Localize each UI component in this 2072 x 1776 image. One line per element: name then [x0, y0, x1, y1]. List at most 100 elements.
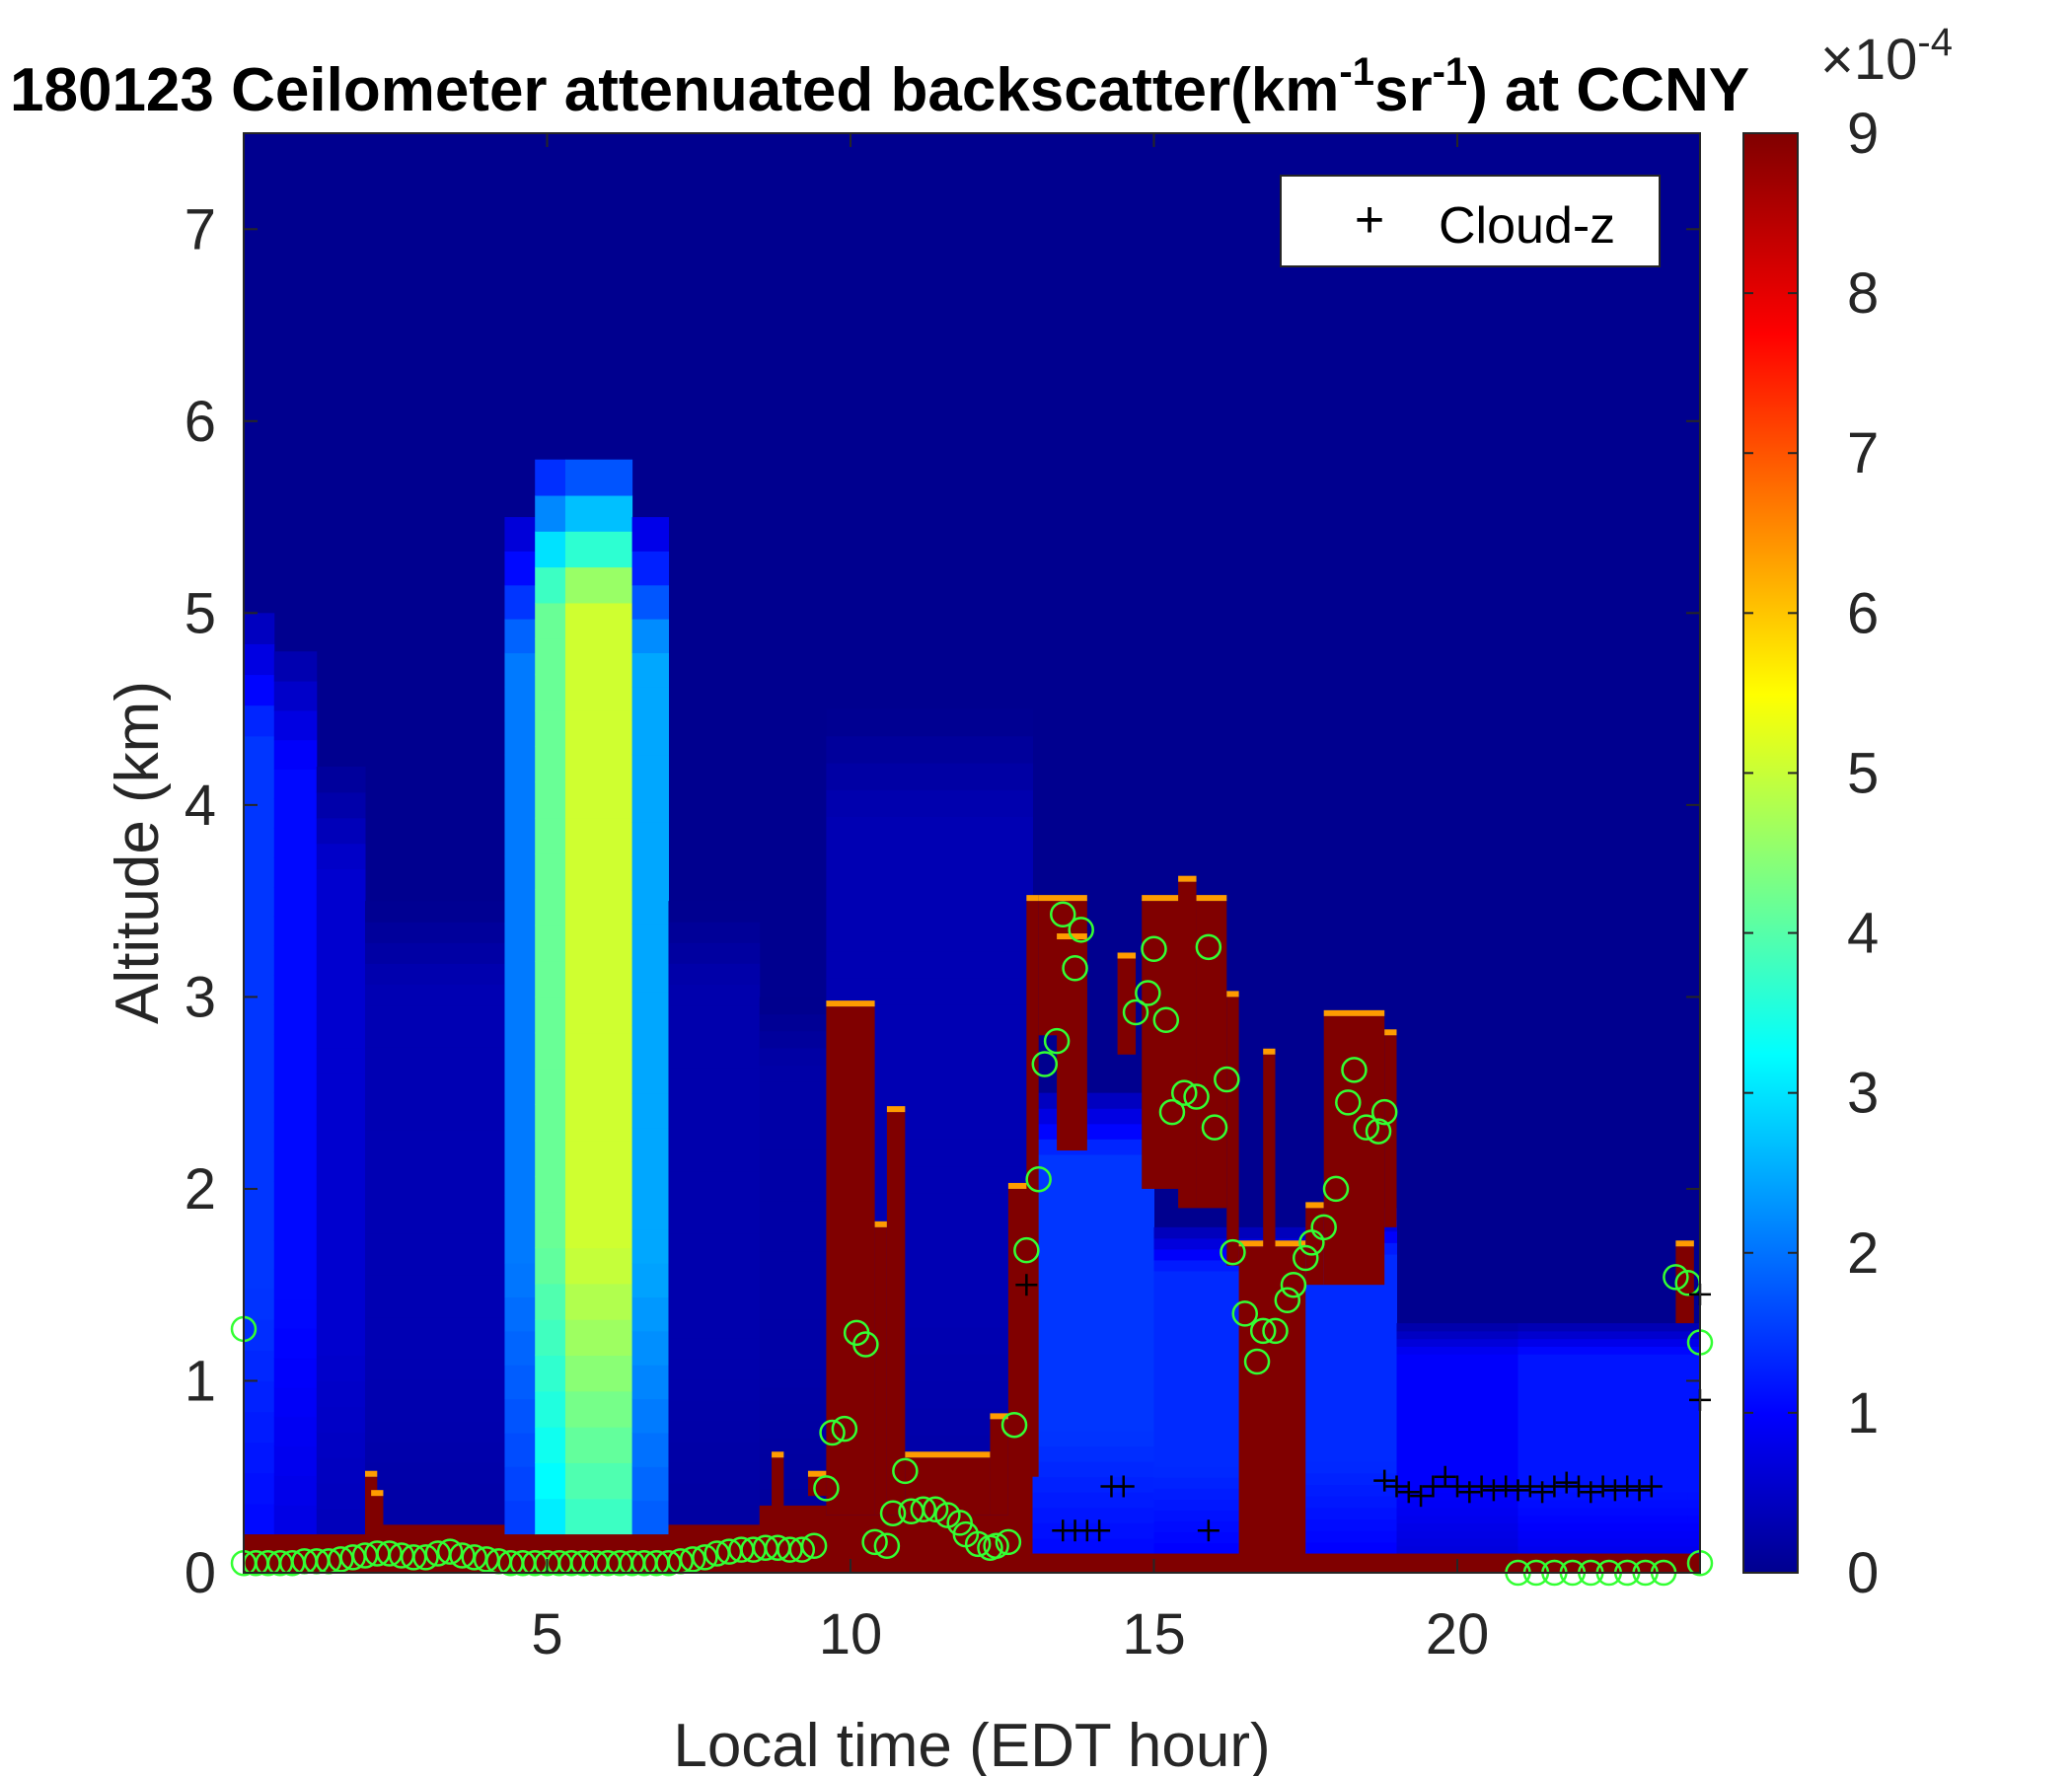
haze-cell	[668, 963, 761, 985]
haze-cell	[504, 652, 536, 688]
haze-cell	[1687, 1369, 1700, 1378]
haze-cell	[668, 1192, 761, 1214]
haze-cell	[244, 1319, 275, 1351]
x-axis-ticks: 5 10 15 20	[531, 133, 1489, 1666]
cloud-return-cell	[371, 1496, 384, 1535]
haze-cell	[273, 857, 318, 888]
haze-cell	[316, 1509, 366, 1535]
haze-cell	[1153, 1531, 1306, 1544]
haze-cell	[1032, 1185, 1154, 1202]
haze-cell	[1153, 1325, 1306, 1337]
cloud-edge-cell	[1675, 1240, 1694, 1247]
cloud-return-cell	[826, 1006, 875, 1516]
haze-cell	[504, 1398, 536, 1434]
haze-cell	[535, 925, 566, 962]
haze-cell	[504, 1263, 536, 1298]
colorbar-exponent-base: ×10	[1820, 28, 1917, 92]
haze-cell	[564, 1175, 633, 1213]
haze-cell	[365, 1108, 505, 1131]
cloud-return-cell	[1196, 901, 1227, 1209]
haze-cell	[244, 1011, 275, 1044]
haze-cell	[535, 889, 566, 926]
haze-cell	[273, 1092, 318, 1123]
haze-cell	[365, 1046, 505, 1069]
pbl-height-marker	[436, 1538, 464, 1565]
haze-cell	[244, 1104, 275, 1136]
marker-layer	[230, 901, 1714, 1587]
cloud-edge-cell	[772, 1451, 784, 1458]
haze-cell	[1305, 1299, 1397, 1312]
haze-cell	[535, 638, 566, 676]
haze-cell	[244, 1073, 275, 1105]
haze-cell	[564, 889, 633, 926]
haze-cell	[1687, 1507, 1700, 1517]
haze-cell	[1032, 1307, 1154, 1324]
pbl-height-marker	[1068, 917, 1094, 943]
cloud-return-cell	[807, 1476, 827, 1497]
haze-cell	[504, 1228, 536, 1264]
haze-cell	[631, 686, 669, 721]
haze-cell	[504, 551, 536, 586]
pbl-height-marker	[983, 1532, 1009, 1560]
pbl-height-marker	[800, 1532, 828, 1560]
pbl-height-marker	[1220, 1238, 1246, 1266]
cloud-return-cell	[772, 1457, 784, 1516]
cloud-z-marker	[1373, 1469, 1396, 1492]
cloud-edge-cell	[807, 1470, 827, 1477]
haze-cell	[316, 1457, 366, 1484]
colorbar: 0 1 2 3 4 5 6 7 8 9 ×10-4	[1742, 21, 1953, 1605]
haze-cell	[316, 1022, 366, 1049]
haze-cell	[273, 1475, 318, 1506]
haze-cell	[631, 1296, 669, 1332]
haze-cell	[365, 922, 505, 943]
haze-cell	[365, 963, 505, 985]
haze-cell	[1517, 1376, 1689, 1385]
pbl-height-marker	[852, 1331, 879, 1358]
cloud-return-cell	[1057, 939, 1087, 1151]
title-suffix: ) at CCNY	[1467, 56, 1749, 124]
pbl-height-marker	[879, 1500, 907, 1526]
pbl-height-marker	[788, 1536, 816, 1563]
legend-label-cloud-z: Cloud-z	[1439, 197, 1615, 255]
haze-cell	[1032, 1092, 1154, 1109]
haze-cell	[365, 1462, 505, 1484]
haze-cell	[826, 977, 1033, 1005]
haze-cell	[1305, 1346, 1397, 1359]
haze-cell	[1305, 1334, 1397, 1347]
cloud-edge-cell	[1117, 952, 1137, 959]
pbl-height-marker	[1214, 1066, 1240, 1093]
haze-cell	[535, 495, 566, 532]
haze-cell	[1396, 1384, 1518, 1393]
haze-cell	[273, 975, 318, 1005]
haze-cell	[1396, 1500, 1518, 1509]
haze-cell	[759, 1217, 827, 1235]
haze-cell	[1396, 1415, 1518, 1424]
haze-cell	[244, 950, 275, 983]
haze-cell	[759, 1285, 827, 1303]
pbl-height-marker	[910, 1496, 937, 1523]
pbl-height-marker	[1195, 933, 1222, 961]
haze-cell	[1396, 1323, 1518, 1332]
pbl-height-marker	[1310, 1214, 1337, 1241]
haze-cell	[1032, 1108, 1154, 1125]
haze-cell	[504, 619, 536, 654]
haze-cell	[1517, 1423, 1689, 1432]
haze-cell	[244, 674, 275, 706]
haze-cell	[316, 1252, 366, 1280]
haze-cell	[504, 720, 536, 756]
cloud-z-marker	[1482, 1479, 1505, 1502]
haze-cell	[668, 1483, 761, 1505]
haze-cell	[759, 997, 827, 1015]
haze-cell	[631, 1365, 669, 1400]
haze-cell	[1032, 1169, 1154, 1186]
haze-cell	[273, 709, 318, 741]
haze-cell	[1396, 1369, 1518, 1378]
haze-cell	[1517, 1445, 1689, 1454]
haze-cell	[1396, 1530, 1518, 1539]
haze-cell	[1032, 1507, 1154, 1523]
haze-cell	[759, 1183, 827, 1202]
haze-cell	[564, 531, 633, 568]
legend-box	[1280, 175, 1661, 267]
pbl-height-marker	[1000, 1411, 1028, 1439]
haze-cell	[316, 894, 366, 922]
